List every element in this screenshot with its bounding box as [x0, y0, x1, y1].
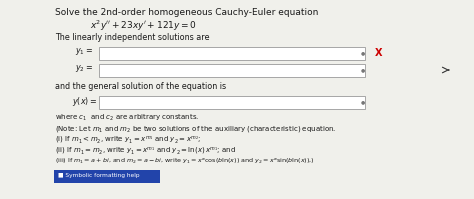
Text: $x^2y'' + 23xy' + 121y = 0$: $x^2y'' + 23xy' + 121y = 0$ — [90, 19, 197, 33]
Text: Solve the 2nd-order homogeneous Cauchy-Euler equation: Solve the 2nd-order homogeneous Cauchy-E… — [55, 8, 319, 17]
Text: (Note: Let $m_1$ and $m_2$ be two solutions of the auxiliary (characteristic) eq: (Note: Let $m_1$ and $m_2$ be two soluti… — [55, 124, 337, 134]
Text: ●: ● — [361, 51, 365, 56]
Text: where $c_1$  and $c_2$ are arbitrary constants.: where $c_1$ and $c_2$ are arbitrary cons… — [55, 113, 199, 123]
Text: (ii) If $m_1 = m_2$, write $y_1 = x^{m_1}$ and $y_2 = \ln(x)\,x^{m_1}$; and: (ii) If $m_1 = m_2$, write $y_1 = x^{m_1… — [55, 146, 236, 157]
Text: $y_2 =$: $y_2 =$ — [75, 63, 93, 74]
FancyBboxPatch shape — [100, 47, 365, 60]
Text: X: X — [375, 48, 383, 58]
Text: (iii) If $m_1 = a+bi$, and $m_2 = a - bi$, write $y_1 = x^a\cos(b\ln(x))$ and $y: (iii) If $m_1 = a+bi$, and $m_2 = a - bi… — [55, 157, 315, 166]
FancyBboxPatch shape — [100, 96, 365, 108]
Text: $y_1 =$: $y_1 =$ — [75, 46, 93, 57]
Text: (i) If $m_1 < m_2$, write $y_1 = x^{m_1}$ and $y_2 = x^{m_2}$;: (i) If $m_1 < m_2$, write $y_1 = x^{m_1}… — [55, 135, 201, 146]
Text: ●: ● — [361, 100, 365, 104]
Text: and the general solution of the equation is: and the general solution of the equation… — [55, 82, 226, 91]
Text: ■ Symbolic formatting help: ■ Symbolic formatting help — [58, 174, 140, 179]
Text: ●: ● — [361, 67, 365, 72]
Text: The linearly independent solutions are: The linearly independent solutions are — [55, 33, 210, 42]
Text: $y(x) =$: $y(x) =$ — [72, 95, 97, 108]
FancyBboxPatch shape — [55, 170, 161, 182]
FancyBboxPatch shape — [100, 63, 365, 76]
